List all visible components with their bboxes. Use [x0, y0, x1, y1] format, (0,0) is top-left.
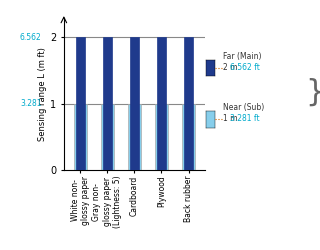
- Text: 6.562 ft: 6.562 ft: [230, 63, 260, 72]
- Text: 2 m: 2 m: [223, 63, 240, 72]
- Y-axis label: Sensing range L (m ft): Sensing range L (m ft): [38, 47, 47, 141]
- Bar: [128, 104, 141, 170]
- Bar: [74, 104, 87, 170]
- Text: Far (Main): Far (Main): [223, 52, 261, 61]
- Text: 3.281 ft: 3.281 ft: [230, 114, 260, 123]
- Text: 1 m: 1 m: [223, 114, 240, 123]
- Bar: [76, 38, 85, 170]
- Bar: [130, 38, 139, 170]
- Bar: [157, 38, 166, 170]
- Text: }: }: [306, 78, 320, 107]
- Bar: [182, 104, 195, 170]
- Bar: [155, 104, 168, 170]
- Text: 6.562: 6.562: [20, 33, 42, 42]
- Bar: [184, 38, 193, 170]
- Bar: [103, 38, 112, 170]
- Text: Near (Sub): Near (Sub): [223, 103, 264, 112]
- Bar: [101, 104, 114, 170]
- Text: 3.281: 3.281: [20, 99, 42, 108]
